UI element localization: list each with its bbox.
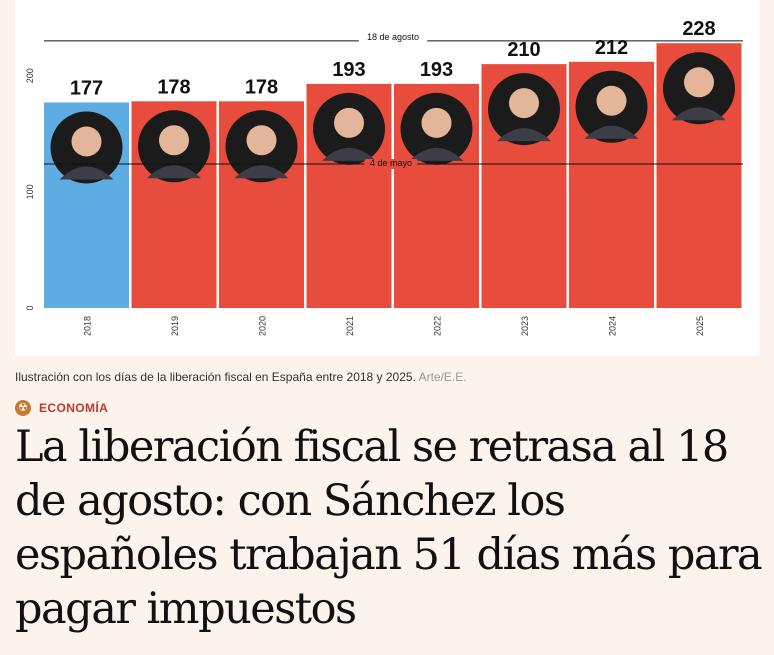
y-tick-label: 0 xyxy=(25,305,35,310)
headline[interactable]: La liberación fiscal se retrasa al 18 de… xyxy=(15,422,763,634)
portrait-face xyxy=(421,107,452,138)
bar-value-label: 177 xyxy=(70,77,103,99)
chart-panel: 0 100 200 177 2018 178 2019 178 2020 193 2021 193 20… xyxy=(15,0,759,356)
reference-line-label: 4 de mayo xyxy=(370,158,412,168)
caption-credit: Arte/E.E. xyxy=(418,370,467,384)
portrait-suit xyxy=(584,125,639,139)
portrait-suit xyxy=(322,147,376,161)
x-tick-label: 2024 xyxy=(608,316,618,336)
bar-value-label: 212 xyxy=(595,37,628,59)
portrait-face xyxy=(334,107,364,138)
caption-text: Ilustración con los días de la liberació… xyxy=(15,370,416,384)
y-tick-label: 200 xyxy=(25,68,35,83)
x-tick-label: 2018 xyxy=(83,316,93,336)
portrait-suit xyxy=(409,147,464,161)
x-tick-label: 2023 xyxy=(520,316,530,336)
portrait-face xyxy=(246,125,277,156)
portrait-face xyxy=(159,125,189,156)
portrait-suit xyxy=(497,128,551,142)
portrait-suit xyxy=(147,165,201,179)
portrait-face xyxy=(71,126,102,157)
portrait-suit xyxy=(59,166,114,180)
bar-value-label: 178 xyxy=(157,76,190,98)
bar-value-label: 228 xyxy=(682,18,715,40)
radiation-icon: ☢ xyxy=(15,400,31,416)
y-tick-label: 100 xyxy=(25,184,35,199)
bar-value-label: 193 xyxy=(420,59,453,81)
portrait-face xyxy=(509,88,539,119)
bar-value-label: 210 xyxy=(507,39,540,61)
bar-value-label: 193 xyxy=(332,59,365,81)
x-tick-label: 2019 xyxy=(170,316,180,336)
bar-chart: 0 100 200 177 2018 178 2019 178 2020 193 2021 193 20… xyxy=(25,18,743,336)
x-tick-label: 2021 xyxy=(345,316,355,336)
reference-label-bg xyxy=(364,159,418,169)
portrait-face xyxy=(684,67,714,98)
section-label[interactable]: ECONOMÍA xyxy=(39,401,109,415)
x-tick-label: 2020 xyxy=(258,316,268,336)
reference-label-bg xyxy=(358,32,428,43)
reference-line-label: 18 de agosto xyxy=(367,32,419,42)
image-caption: Ilustración con los días de la liberació… xyxy=(15,370,467,384)
x-tick-label: 2022 xyxy=(433,316,443,336)
portrait-suit xyxy=(234,165,289,179)
portrait-suit xyxy=(672,107,726,121)
portrait-face xyxy=(596,85,627,116)
x-tick-label: 2025 xyxy=(695,316,705,336)
bar-value-label: 178 xyxy=(245,76,278,98)
section-tag[interactable]: ☢ ECONOMÍA xyxy=(15,398,108,418)
